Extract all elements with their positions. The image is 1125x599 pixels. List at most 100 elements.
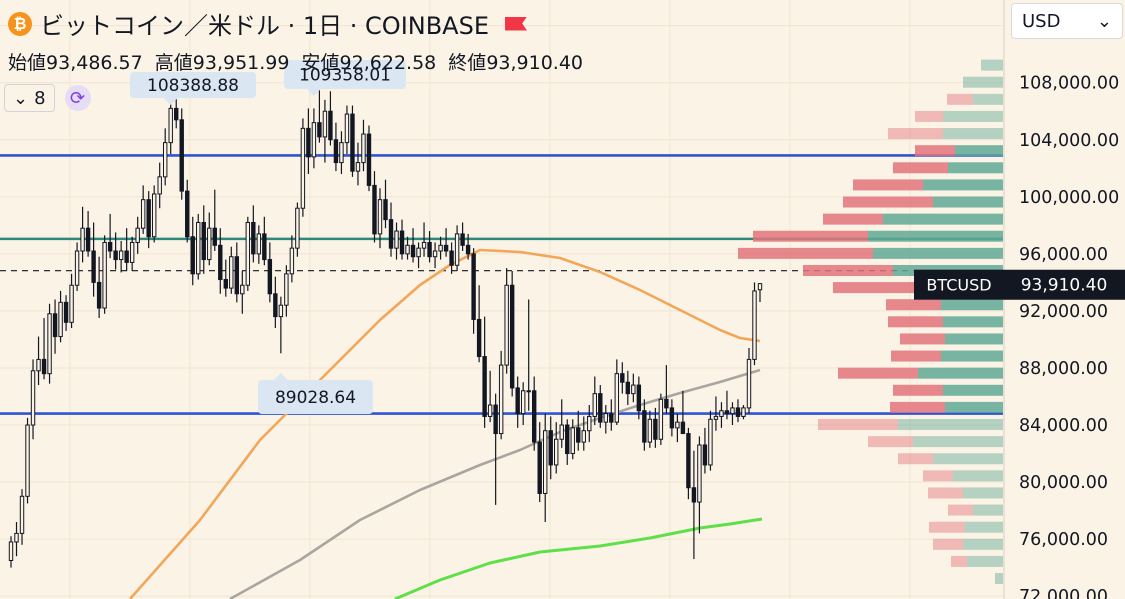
candle-body xyxy=(267,259,273,295)
candle-body xyxy=(460,233,465,246)
candle-body xyxy=(465,244,471,255)
volume-bar-up xyxy=(943,384,1003,396)
candle-body xyxy=(603,413,609,423)
chevron-down-icon: ⌄ xyxy=(1096,10,1112,32)
ohlc-readout: 始値93,486.57 高値93,951.99 安値92,622.58 終値93… xyxy=(8,48,589,75)
candle-body xyxy=(504,284,509,366)
candle-body xyxy=(47,313,52,375)
candle-body xyxy=(592,393,597,417)
candle-body xyxy=(212,227,217,246)
volume-bar-down xyxy=(843,196,933,208)
high-label: 高値 xyxy=(154,52,193,74)
callout-high-1-pointer xyxy=(163,98,178,105)
volume-bar-up xyxy=(883,213,1003,225)
volume-bar-up xyxy=(868,230,1003,242)
volume-bar-down xyxy=(893,384,943,396)
candle-body xyxy=(526,390,531,393)
volume-bar-up xyxy=(965,521,1003,533)
candle-body xyxy=(240,284,245,295)
candle-body xyxy=(416,247,421,258)
candle-body xyxy=(724,410,730,415)
currency-select[interactable]: USD ⌄ xyxy=(1011,3,1123,39)
candle-body xyxy=(576,427,581,443)
candle-body xyxy=(107,241,113,252)
candle-body xyxy=(157,176,162,195)
callout-low-box xyxy=(258,380,373,414)
candle-body xyxy=(482,356,487,417)
volume-bar-up xyxy=(943,128,1003,140)
ma-green-line xyxy=(394,517,763,599)
symbol-title[interactable]: ビットコイン／米ドル · 1日 · COINBASE xyxy=(40,12,490,40)
candle-body xyxy=(344,113,350,144)
chart-header: ₿ ビットコイン／米ドル · 1日 · COINBASE xyxy=(8,6,528,41)
candle-body xyxy=(118,250,124,261)
candle-body xyxy=(146,199,151,238)
candle-body xyxy=(620,373,625,383)
volume-bar-up xyxy=(963,538,1003,550)
volume-bar-up xyxy=(945,333,1003,345)
candle-body xyxy=(113,250,118,261)
candle-body xyxy=(223,279,228,289)
volume-bar-down xyxy=(890,401,945,413)
candle-body xyxy=(196,221,201,275)
candle-body xyxy=(559,424,564,440)
symbol-tag-label: BTCUSD xyxy=(926,276,991,295)
candle-body xyxy=(719,410,724,417)
candle-body xyxy=(58,301,63,338)
volume-bar-down xyxy=(868,436,913,448)
candle-body xyxy=(548,430,553,466)
price-axis-tick-label: 80,000.00 xyxy=(1019,473,1108,493)
price-annotations: 108388.88 109358.01 89028.64 xyxy=(130,60,406,414)
volume-bar-down xyxy=(888,316,943,328)
volume-bar-up xyxy=(923,179,1003,191)
volume-bar-down xyxy=(753,230,868,242)
volume-bar-down xyxy=(915,145,955,157)
callout-high-1-label: 108388.88 xyxy=(147,76,239,96)
candle-body xyxy=(339,142,344,164)
candle-body xyxy=(531,390,537,443)
candle-body xyxy=(207,227,212,261)
price-axis-tick-label: 88,000.00 xyxy=(1019,359,1108,379)
candle-body xyxy=(377,199,383,235)
volume-bar-down xyxy=(891,350,941,362)
flag-icon[interactable] xyxy=(505,16,528,31)
volume-bar-up xyxy=(948,162,1003,174)
candle-body xyxy=(537,441,542,494)
candle-body xyxy=(185,190,190,238)
candle-body xyxy=(229,256,234,289)
candle-body xyxy=(135,227,140,243)
candle-body xyxy=(515,387,520,415)
candle-body xyxy=(658,398,664,440)
candle-body xyxy=(262,233,267,261)
candle-body xyxy=(421,241,427,249)
candle-body xyxy=(317,122,322,138)
volume-bar-up xyxy=(995,573,1003,585)
volume-bar-down xyxy=(915,110,943,122)
volume-bar-down xyxy=(929,521,965,533)
candle-body xyxy=(295,207,300,249)
candle-body xyxy=(322,110,328,138)
volume-bar-up xyxy=(953,470,1003,482)
candle-body xyxy=(361,133,366,164)
volume-bar-up xyxy=(981,59,1003,71)
candle-body xyxy=(675,421,680,429)
candle-body xyxy=(543,430,548,494)
candle-body xyxy=(625,381,631,395)
candle-body xyxy=(697,444,702,503)
candle-body xyxy=(647,418,653,443)
candle-body xyxy=(757,283,763,291)
volume-bar-down xyxy=(803,264,893,276)
candle-body xyxy=(454,233,460,266)
indicators-toggle-button[interactable]: ⌄ 8 xyxy=(4,84,55,112)
open-label: 始値 xyxy=(8,52,47,74)
candle-body xyxy=(201,221,206,261)
refresh-icon[interactable]: ⟳ xyxy=(64,85,91,111)
candle-body xyxy=(179,119,184,192)
candle-body xyxy=(8,541,14,561)
candle-body xyxy=(399,230,405,255)
candle-body xyxy=(746,358,752,409)
candle-body xyxy=(741,407,746,417)
price-axis-tick-label: 104,000.00 xyxy=(1019,131,1119,151)
